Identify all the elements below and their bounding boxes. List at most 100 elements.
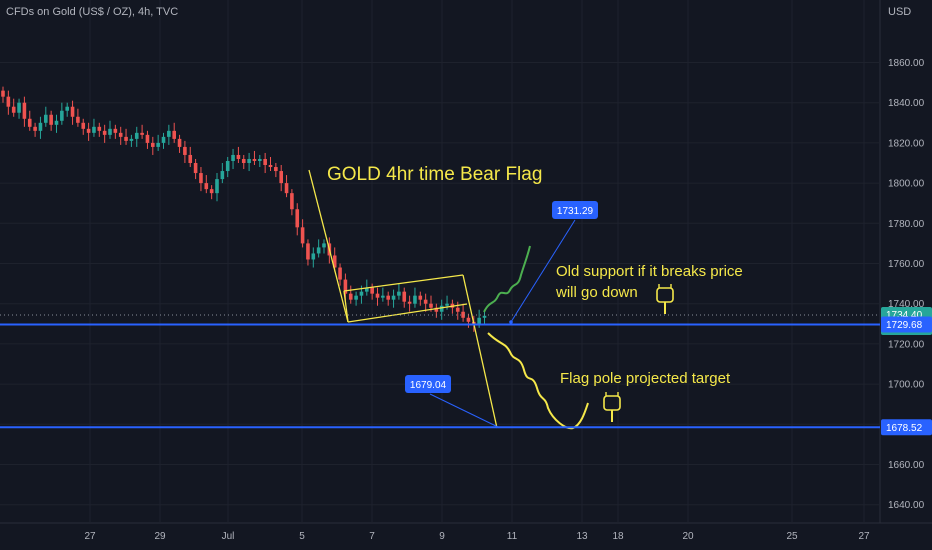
candle-body [407, 301, 412, 304]
candle-body [113, 128, 118, 133]
candle-body [140, 132, 144, 135]
candle-body [306, 243, 310, 260]
candle-body [311, 253, 316, 260]
candle-body [188, 154, 193, 163]
candle-body [434, 307, 439, 312]
callout-line-1679 [429, 393, 499, 428]
price-axis[interactable]: 1860.00 1840.00 1820.00 1800.00 1780.00 1760.… [881, 58, 932, 511]
candle-body [44, 114, 48, 123]
candle-body [455, 307, 460, 312]
candle-body [423, 299, 428, 304]
y-tick-label: 1640.00 [888, 500, 925, 511]
candle-body [445, 303, 449, 306]
candle-body [220, 171, 225, 180]
x-tick-label: 18 [612, 531, 624, 542]
x-tick-label: 27 [84, 531, 96, 542]
bullish-projection-path [483, 245, 531, 313]
target-price-badge[interactable] [881, 419, 932, 436]
symbol-title[interactable]: CFDs on Gold (US$ / OZ), 4h, TVC [6, 6, 179, 18]
y-tick-label: 1820.00 [888, 138, 925, 149]
candle-body [54, 120, 59, 125]
candle-body [418, 295, 423, 300]
candle-body [252, 158, 257, 161]
candle-body [365, 287, 369, 292]
candle-body [482, 315, 487, 318]
candle-body [236, 154, 241, 159]
x-tick-label: 29 [154, 531, 166, 542]
candle-body [258, 158, 262, 161]
candle-body [247, 158, 251, 163]
candle-body [348, 293, 353, 300]
candle-body [156, 142, 160, 147]
candle-body [402, 291, 407, 302]
candle-body [231, 154, 235, 161]
x-tick-label: 11 [507, 531, 518, 542]
candle-body [92, 126, 96, 133]
candle-body [22, 102, 27, 119]
candle-body [295, 209, 300, 228]
candle-body [193, 163, 198, 174]
candle-body [381, 295, 385, 298]
candle-body [38, 122, 43, 131]
callout-line-1731 [510, 219, 576, 323]
flag-channel-bottom [347, 303, 468, 323]
candle-body [279, 171, 283, 184]
candle-body [359, 291, 364, 296]
candle-body [204, 183, 209, 190]
anchor-dot-1731 [509, 320, 513, 324]
candle-body [129, 138, 134, 141]
pointing-hand-icon [656, 284, 674, 314]
candle-body [151, 142, 155, 147]
y-tick-label: 1780.00 [888, 219, 925, 230]
candle-body [300, 227, 305, 244]
price-label-1731[interactable] [552, 201, 598, 219]
flag-pole-line [308, 169, 349, 323]
candle-body [124, 136, 128, 141]
last-price-label: 1734.40 [886, 310, 923, 321]
candle-body [391, 295, 396, 300]
x-tick-label: 27 [858, 531, 870, 542]
candle-body [263, 158, 267, 166]
candle-body [1, 90, 5, 97]
pointing-hand-icon [603, 392, 621, 422]
candle-body [209, 189, 214, 194]
candle-body [375, 293, 380, 298]
x-tick-label: 13 [576, 531, 588, 542]
support-price-badge[interactable] [881, 316, 932, 333]
candle-body [241, 158, 246, 163]
candle-body [466, 317, 471, 322]
candle-body [274, 167, 278, 172]
candle-body [290, 193, 294, 210]
candle-body [284, 183, 289, 194]
candle-body [225, 160, 230, 172]
candle-body [161, 136, 166, 143]
candle-body [354, 295, 358, 300]
annotation-support-line2: will go down [555, 284, 638, 301]
support-price-label: 1729.68 [886, 320, 923, 331]
candlestick-series [1, 86, 487, 332]
candle-body [81, 122, 86, 129]
candle-body [118, 132, 123, 137]
candle-body [172, 130, 176, 139]
candle-body [97, 126, 102, 131]
candle-body [102, 130, 107, 135]
target-price-label: 1678.52 [886, 423, 923, 434]
x-tick-label: 7 [369, 531, 375, 542]
candle-body [60, 110, 64, 121]
projection-line [462, 274, 498, 429]
x-tick-label: Jul [222, 531, 235, 542]
candle-body [49, 114, 53, 125]
candle-body [461, 311, 465, 318]
candle-body [6, 96, 11, 107]
time-axis[interactable]: 27 29 Jul 5 7 9 11 13 18 20 25 27 [84, 531, 870, 542]
candle-body [397, 291, 401, 296]
candle-body [183, 146, 187, 155]
price-label-1679[interactable] [405, 375, 451, 393]
grid-lines [0, 0, 932, 524]
candle-body [33, 126, 37, 131]
y-tick-label: 1720.00 [888, 339, 925, 350]
candle-body [439, 305, 444, 312]
candle-body [108, 128, 112, 135]
y-tick-label: 1860.00 [888, 58, 925, 69]
